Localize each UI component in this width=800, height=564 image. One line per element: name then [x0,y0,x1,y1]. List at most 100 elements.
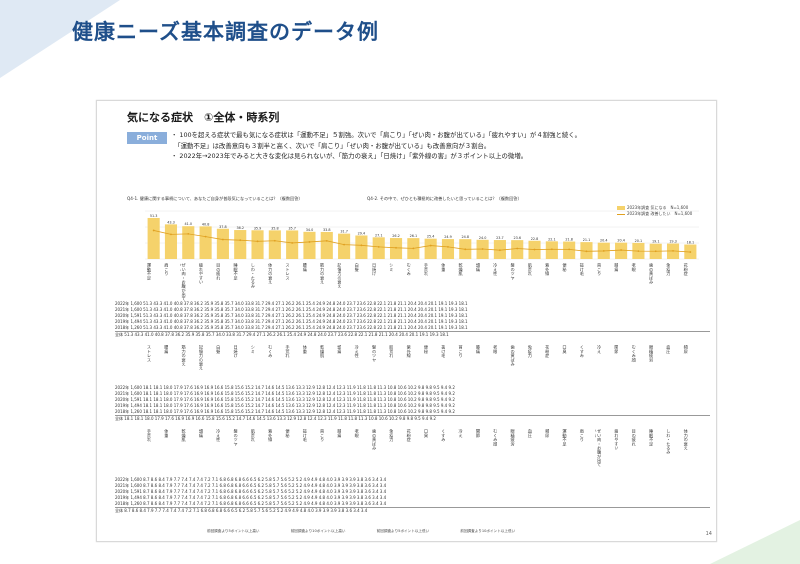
category-label: 乾燥肌 [320,345,325,358]
category-label: 花粉症 [683,263,688,276]
bar [545,241,558,259]
footer-note: 前回調査より10ポイント以上高い [290,529,346,533]
symptom-bar-chart: 51.3 43.3 41.0 40.8 37.8 36.2 35.9 35.8 35.7 34.0… [145,210,699,260]
category-label: 筋力の衰え [181,345,186,366]
category-label: 花粉症 [406,429,411,442]
category-label: 膝痛 [475,345,480,354]
line-point [222,238,224,241]
category-label: ストレス [285,263,290,280]
table-row: 全体 18.1 18.1 18.0 17.9 17.6 16.9 16.9 16… [115,415,710,422]
category-label: 冷え性 [354,345,359,358]
category-label: 紫外線 [545,263,550,276]
category-label: 白髪 [216,345,221,354]
category-label: 紫外線 [406,345,411,358]
category-label: 関節 [614,345,619,354]
category-label: 歯の黄ばみ [372,429,377,450]
bar-value-label: 23.7 [496,236,504,240]
category-label: 首こり [458,345,463,358]
line-point [602,250,605,252]
category-labels-row: 運動不足 肩こり ぜい肉・お腹が出ている 疲れやすい 目の疲れ 睡眠不足 しわ・たるみ 体力の… [145,263,705,301]
category-label: 腰痛 [302,263,307,272]
line-point [204,235,207,238]
legend-item: 2023年調査 改善したい N=1,600 [617,211,692,217]
bar-value-label: 34.0 [306,228,314,232]
bar-value-label: 40.8 [202,222,210,226]
table-row: 2020年 1,591 51.3 43.3 41.0 40.8 37.8 36.… [115,313,468,318]
category-label: くすみ [579,345,584,358]
bar-value-label: 35.9 [254,226,262,230]
category-label: 手荒れ [147,429,151,442]
category-label: 便秘 [562,263,567,272]
category-label: くすみ [441,429,446,442]
line-point [343,243,345,246]
category-label: 免疫力 [666,263,671,276]
category-label: 体重 [441,263,446,272]
bar [424,238,437,259]
category-label: 関節 [475,429,480,438]
bar-value-label: 35.7 [288,226,296,230]
bar [147,217,160,259]
category-label: 花粉症 [545,345,550,358]
legend-swatch [617,206,625,210]
question-right: Q4-2. その中で、ぜひとも積極的に改善したいと思っていることは？（複数回答） [367,196,522,201]
line-point [620,249,622,251]
line-point [499,249,501,252]
category-label: 日焼け [233,345,238,358]
category-label: 血圧 [527,429,532,438]
category-label: 膝痛 [337,429,342,438]
category-label: 目の疲れ [216,263,221,280]
question-left: Q4-1. 健康に関する事柄について、あなたご自身が普段気になっていることは？（… [127,196,303,201]
category-label: シミ [250,345,255,354]
bar-value-label: 24.9 [444,235,452,239]
category-label: 肌荒れ [527,263,532,276]
table-row: 全体 8.7 8.6 8.4 7.9 7.7 7.4 7.4 7.4 7.2 7… [115,507,710,514]
line-point [187,232,190,235]
bar-value-label: 20.1 [635,239,643,243]
category-label: 眼精疲労 [510,429,515,446]
bar [164,224,178,259]
bar [268,230,281,259]
category-label: 老眼 [493,345,498,354]
line-point [412,247,415,250]
bar-value-label: 21.8 [565,238,573,242]
category-label: むくみ顔 [493,429,498,446]
page-number: 14 [705,531,712,537]
line-point [654,250,657,253]
category-label: 肩こり [164,263,169,276]
category-label: 冷え [597,345,602,354]
category-label: 血圧 [666,345,671,354]
bar [511,240,524,259]
category-label: 抜け毛 [441,345,446,358]
category-label: 頻尿 [683,345,688,354]
bar [182,226,195,259]
bar-value-label: 29.4 [358,231,366,235]
line-point [516,247,519,250]
category-label: むくみ [406,263,411,276]
bar-value-label: 51.3 [150,214,158,218]
table-row: 2019年 1,494 8.7 8.6 8.4 7.9 7.7 7.4 7.4 … [115,495,387,500]
line-point [568,248,571,251]
line-point [481,248,484,250]
category-label: 頭痛 [337,345,342,354]
table-row: 2019年 1,494 51.3 43.3 41.0 40.8 37.8 36.… [115,319,468,324]
category-label: 口臭 [424,429,428,438]
category-label: 冷え [458,429,463,438]
table-row: 2018年 1,260 51.3 43.3 41.0 40.8 37.8 36.… [115,325,468,330]
line-point [689,251,692,253]
bullet-line: ・ 100を超える症状で最も気になる症状は「運動不足」５割強。次いで「肩こり」「… [171,131,582,139]
bar-value-label: 43.3 [167,220,175,224]
category-label: 抜け毛 [579,263,584,276]
line-point [170,233,172,236]
category-label: 歯の黄ばみ [649,263,654,284]
category-label: むくみ [268,345,273,358]
line-point [672,249,674,252]
line-point [395,246,397,249]
bar [338,233,351,259]
line-point [550,248,553,251]
line-point [377,245,380,248]
bar-value-label: 35.8 [271,226,279,230]
bar [303,231,316,259]
embedded-report-page: 気になる症状 ①全体・時系列 Point ・ 100を超える症状で最も気になる症… [96,100,717,542]
legend-label: 2023年調査 改善したい N=1,600 [627,211,693,216]
